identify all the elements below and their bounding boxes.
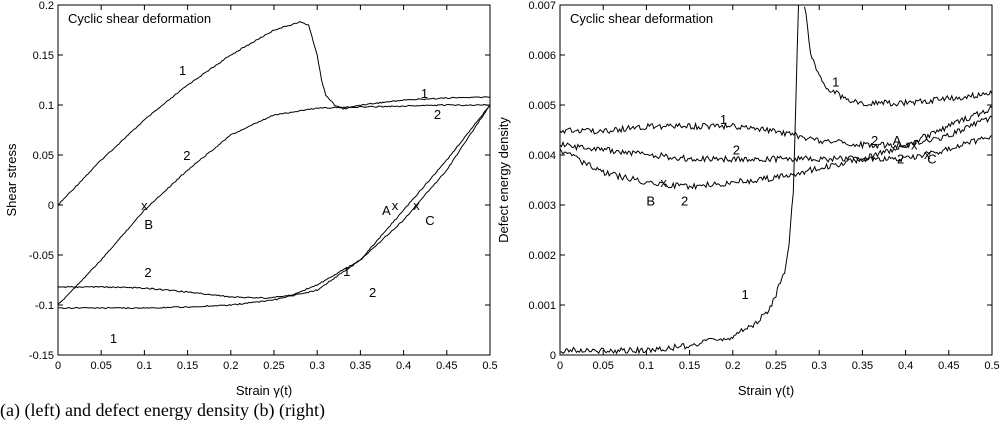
annotation-label: 1 — [179, 63, 186, 78]
series-line-2 — [58, 103, 490, 305]
annotation-label: 1 — [421, 86, 428, 101]
series-line-2 — [560, 135, 992, 164]
point-marker: x — [413, 198, 420, 213]
annotation-label: 2 — [897, 152, 904, 167]
x-axis-label: Strain γ(t) — [738, 383, 794, 398]
x-tick-label: 0.15 — [177, 360, 198, 372]
annotation-label: 2 — [434, 107, 441, 122]
series-line-1 — [58, 104, 490, 310]
y-tick-label: 0.05 — [33, 150, 54, 162]
annotation-label: C — [927, 152, 936, 167]
defect-energy-panel: 0 0.05 0.1 0.15 0.2 0.25 0.3 0.35 0.4 0.45 0.5 0 0.0… — [496, 0, 1000, 398]
annotation-label: 2 — [144, 265, 151, 280]
point-marker: x — [660, 175, 667, 190]
y-tick-label: 0.002 — [528, 250, 556, 262]
y-axis-label: Defect energy density — [496, 117, 511, 243]
x-tick-label: 0 — [55, 360, 61, 372]
y-tick-label: 0.006 — [528, 50, 556, 62]
series-group — [58, 20, 490, 310]
x-tick-label: 0.4 — [396, 360, 411, 372]
x-tick-label: 0.45 — [938, 360, 959, 372]
x-tick-label: 0.25 — [765, 360, 786, 372]
annotation-label: 2 — [871, 133, 878, 148]
series-line-1 — [560, 5, 799, 355]
y-tick-label: 0.2 — [39, 0, 54, 12]
plot-frame — [57, 4, 491, 356]
figure-caption: (a) (left) and defect energy density (b)… — [0, 400, 326, 420]
annotation-label: 1 — [832, 75, 839, 90]
chart-title: Cyclic shear deformation — [570, 11, 713, 26]
x-tick-label: 0.5 — [482, 360, 497, 372]
x-axis-label: Strain γ(t) — [236, 383, 292, 398]
series-line-2 — [58, 104, 490, 300]
point-marker: x — [924, 147, 931, 162]
annotation-label: C — [425, 213, 434, 228]
x-tick-label: 0.2 — [725, 360, 740, 372]
x-tick-label: 0.5 — [984, 360, 999, 372]
series-line-1 — [560, 115, 992, 150]
y-axis-label: Shear stress — [4, 143, 19, 216]
series-group — [560, 5, 992, 355]
x-tick-label: 0.45 — [436, 360, 457, 372]
y-tick-label: 0.003 — [528, 200, 556, 212]
y-tick-label: 0.007 — [528, 0, 556, 12]
annotation-label: 1 — [343, 264, 350, 279]
x-tick-label: 0 — [557, 360, 563, 372]
annotation-label: B — [144, 217, 153, 232]
annotation-label: A — [382, 203, 391, 218]
y-tick-label: -0.05 — [29, 250, 54, 262]
point-marker: x — [392, 198, 399, 213]
annotation-label: 1 — [720, 112, 727, 127]
annotation-label: B — [646, 194, 655, 209]
y-tick-label: 0.15 — [33, 50, 54, 62]
annotation-label: A — [893, 133, 902, 148]
x-tick-label: 0.4 — [898, 360, 913, 372]
x-tick-label: 0.1 — [137, 360, 152, 372]
y-tick-label: 0.001 — [528, 300, 556, 312]
annotation-label: 1 — [741, 287, 748, 302]
series-line-2 — [560, 105, 992, 191]
series-line-1 — [804, 6, 992, 107]
y-tick-label: -0.1 — [35, 300, 54, 312]
y-tick-label: 0 — [550, 350, 556, 362]
figure-canvas: 0 0.05 0.1 0.15 0.2 0.25 0.3 0.35 0.4 0.45 0.5 -0.1… — [4, 0, 1000, 398]
plot-frame — [559, 4, 993, 356]
y-tick-label: 0.005 — [528, 100, 556, 112]
annotation-label: 2 — [733, 142, 740, 157]
x-tick-label: 0.3 — [310, 360, 325, 372]
point-marker: x — [141, 198, 148, 213]
x-tick-label: 0.15 — [679, 360, 700, 372]
x-tick-label: 0.25 — [263, 360, 284, 372]
annotation-label: 1 — [110, 331, 117, 346]
shear-stress-panel: 0 0.05 0.1 0.15 0.2 0.25 0.3 0.35 0.4 0.45 0.5 -0.1… — [4, 0, 498, 398]
annotation-label: 2 — [183, 148, 190, 163]
x-tick-label: 0.05 — [592, 360, 613, 372]
annotation-label: 2 — [681, 194, 688, 209]
x-tick-label: 0.2 — [223, 360, 238, 372]
y-tick-label: -0.15 — [29, 350, 54, 362]
y-tick-label: 0.004 — [528, 150, 556, 162]
x-tick-label: 0.35 — [852, 360, 873, 372]
annotation-label: 2 — [369, 285, 376, 300]
chart-title: Cyclic shear deformation — [68, 11, 211, 26]
x-tick-label: 0.3 — [812, 360, 827, 372]
series-line-1 — [58, 20, 490, 205]
x-tick-label: 0.1 — [639, 360, 654, 372]
point-marker: x — [911, 138, 918, 153]
x-tick-label: 0.35 — [350, 360, 371, 372]
y-tick-label: 0 — [48, 200, 54, 212]
x-tick-label: 0.05 — [90, 360, 111, 372]
y-tick-label: 0.1 — [39, 100, 54, 112]
